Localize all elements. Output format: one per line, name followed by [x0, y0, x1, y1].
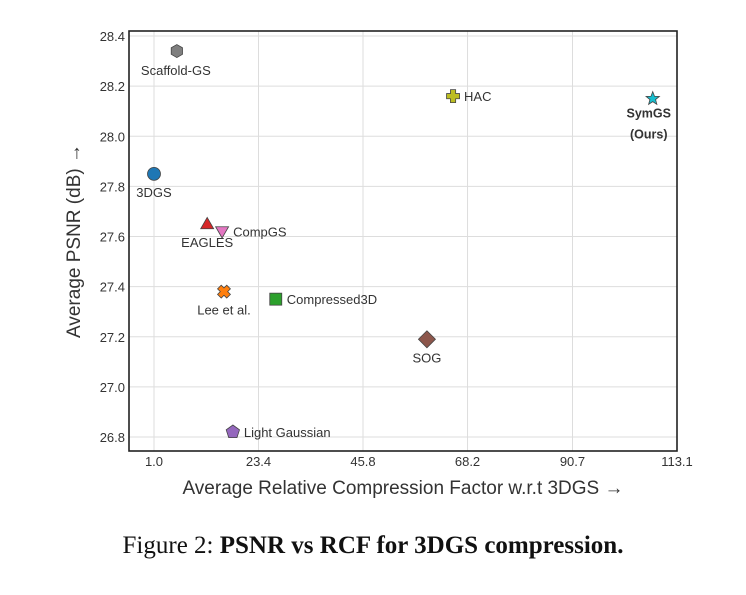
y-axis-title: Average PSNR (dB) → — [64, 144, 85, 338]
point-symgs: SymGS (Ours) — [627, 90, 671, 142]
plot-frame — [128, 30, 678, 452]
point-label: SOG — [412, 350, 441, 365]
figure-caption: Figure 2: PSNR vs RCF for 3DGS compressi… — [0, 532, 746, 560]
y-axis-ticks: 26.8 27.0 27.2 27.4 27.6 27.8 28.0 28.2 28.4 — [100, 29, 125, 445]
caption-prefix: Figure 2: — [122, 532, 220, 559]
point-label: EAGLES — [181, 235, 233, 250]
y-tick-label: 27.4 — [100, 280, 125, 295]
point-label: Light Gaussian — [244, 425, 331, 440]
caption-title: PSNR vs RCF for 3DGS compression. — [219, 532, 624, 559]
point-label: SymGS — [627, 107, 671, 121]
x-tick-label: 1.0 — [145, 454, 163, 469]
point-scaffold-gs: Scaffold-GS — [141, 44, 211, 78]
point-sublabel: (Ours) — [630, 128, 668, 142]
y-tick-label: 27.2 — [100, 330, 125, 345]
marker-triangle-up — [199, 216, 215, 230]
point-lee-et-al: Lee et al. — [197, 284, 251, 318]
point-3dgs: 3DGS — [136, 166, 172, 200]
x-tick-label: 68.2 — [455, 454, 480, 469]
point-label: Scaffold-GS — [141, 63, 211, 78]
y-tick-label: 27.6 — [100, 230, 125, 245]
point-light-gaussian: Light Gaussian — [225, 424, 331, 440]
scatter-chart: 1.0 23.4 45.8 68.2 90.7 113.1 26.8 27.0 27.2 27.… — [64, 29, 693, 499]
y-tick-label: 28.2 — [100, 79, 125, 94]
y-tick-label: 27.8 — [100, 179, 125, 194]
marker-diamond — [417, 330, 436, 349]
x-tick-label: 23.4 — [246, 454, 271, 469]
point-label: Lee et al. — [197, 303, 251, 318]
point-hac: HAC — [446, 89, 492, 104]
y-tick-label: 27.0 — [100, 380, 125, 395]
y-tick-label: 26.8 — [100, 430, 125, 445]
point-label: HAC — [464, 89, 491, 104]
marker-pentagon — [225, 424, 240, 439]
marker-hexagon — [170, 44, 183, 59]
point-compressed3d: Compressed3D — [269, 292, 377, 307]
point-label: CompGS — [233, 224, 287, 239]
marker-x-filled — [216, 284, 231, 299]
marker-triangle-down — [214, 226, 230, 239]
marker-star — [645, 90, 661, 106]
x-tick-label: 45.8 — [350, 454, 375, 469]
point-label: Compressed3D — [287, 292, 377, 307]
point-compgs: CompGS — [214, 224, 287, 239]
x-axis-ticks: 1.0 23.4 45.8 68.2 90.7 113.1 — [145, 454, 693, 469]
marker-plus-filled — [446, 89, 460, 104]
point-sog: SOG — [412, 330, 441, 365]
point-eagles: EAGLES — [181, 216, 234, 250]
marker-square — [269, 292, 283, 306]
x-tick-label: 90.7 — [560, 454, 585, 469]
x-tick-label: 113.1 — [661, 454, 693, 469]
marker-circle — [147, 166, 161, 181]
y-tick-label: 28.0 — [100, 129, 125, 144]
y-tick-label: 28.4 — [100, 29, 125, 44]
x-axis-title: Average Relative Compression Factor w.r.… — [182, 478, 623, 499]
point-label: 3DGS — [136, 185, 172, 200]
